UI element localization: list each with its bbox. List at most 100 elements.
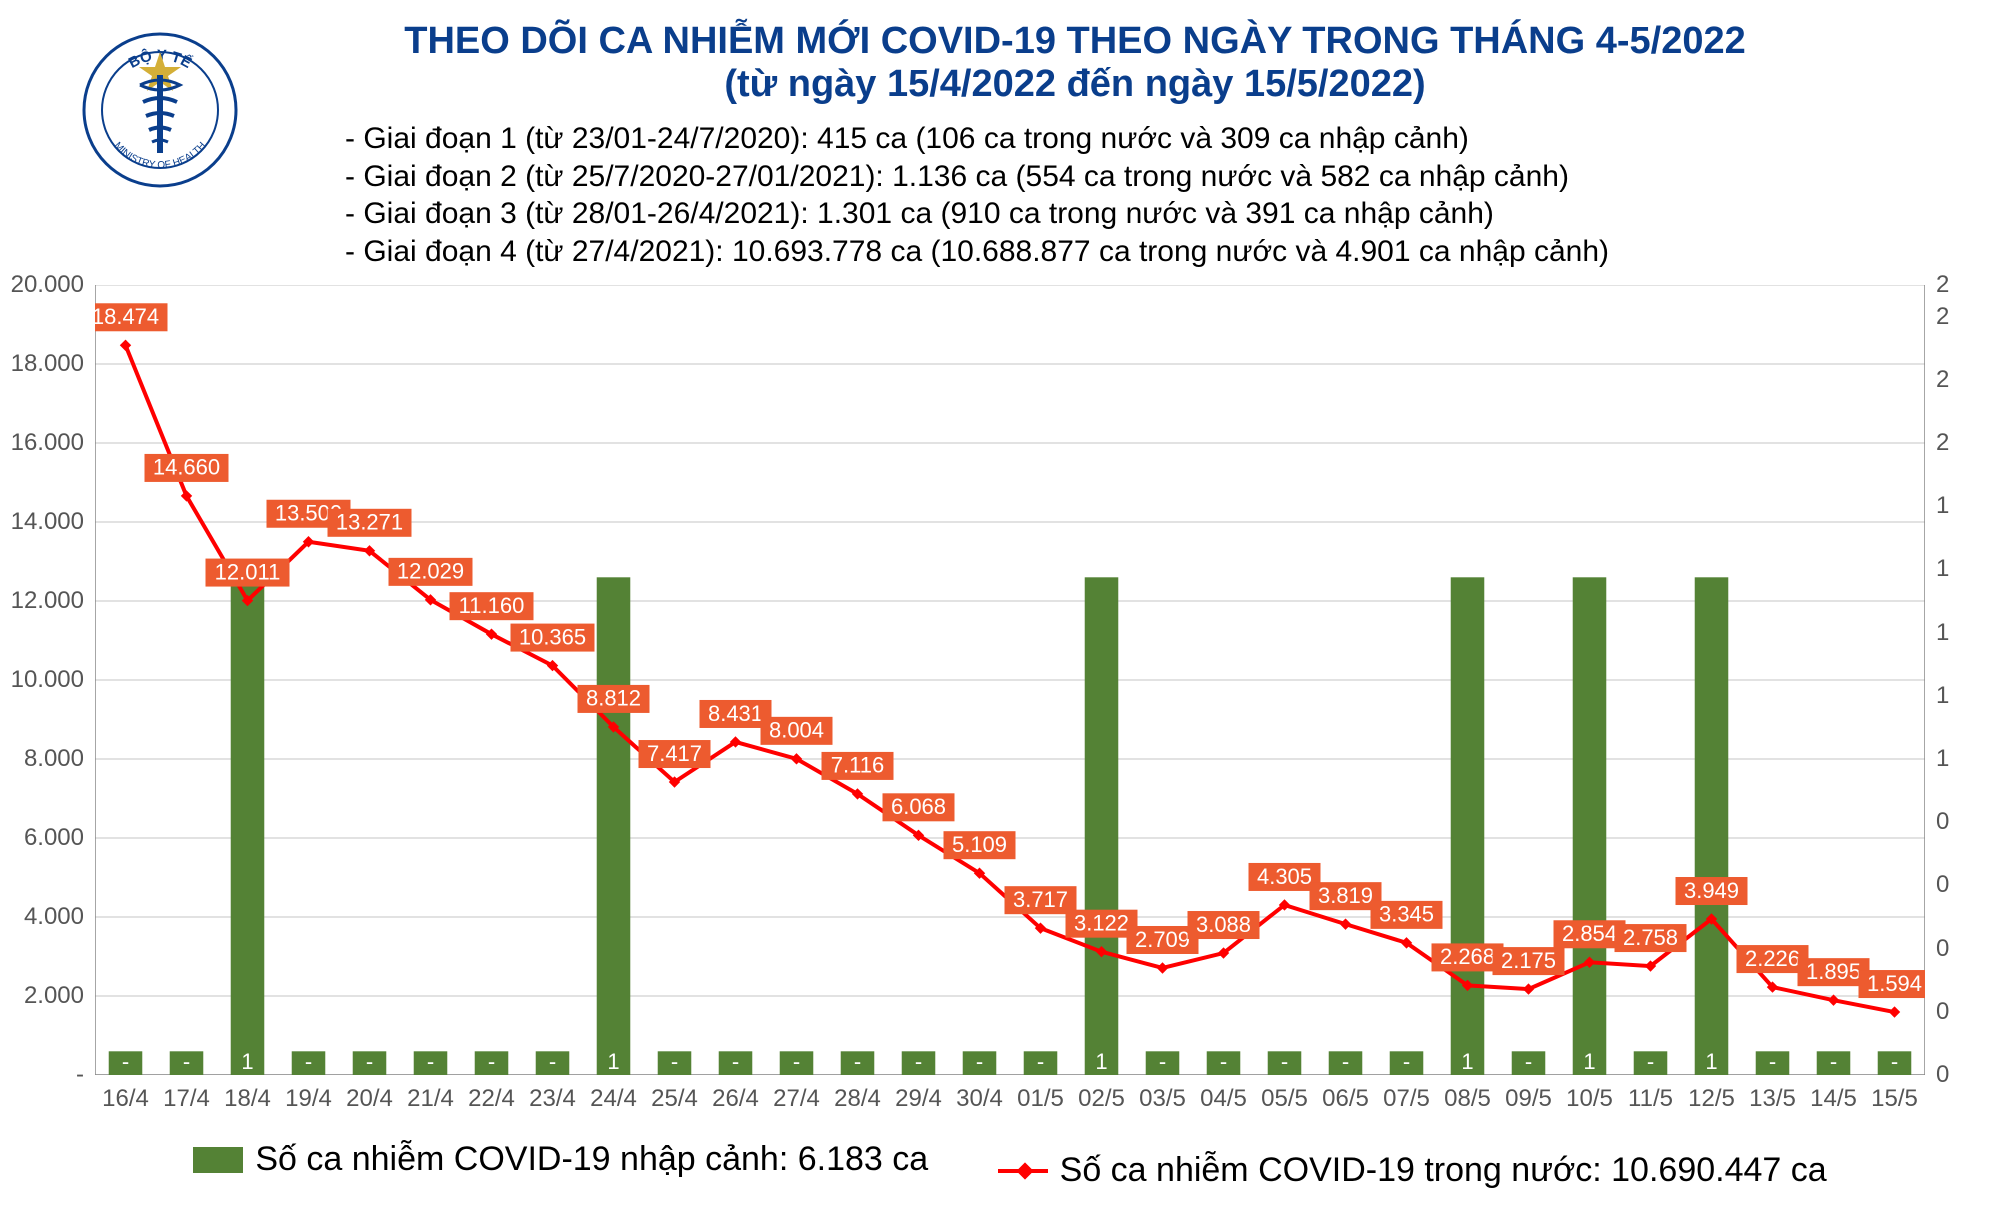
- title-line-1: THEO DÕI CA NHIỄM MỚI COVID-19 THEO NGÀY…: [300, 20, 1850, 63]
- bar-value-label: -: [549, 1049, 556, 1074]
- x-tick: 09/5: [1505, 1085, 1552, 1113]
- line-value-label: 3.819: [1318, 883, 1373, 908]
- x-tick: 01/5: [1017, 1085, 1064, 1113]
- line-value-label: 10.365: [519, 624, 586, 649]
- y-left-tick: 6.000: [0, 824, 84, 852]
- x-tick: 03/5: [1139, 1085, 1186, 1113]
- x-tick: 19/4: [285, 1085, 332, 1113]
- x-tick: 24/4: [590, 1085, 637, 1113]
- line-value-label: 1.594: [1867, 971, 1922, 996]
- x-tick: 10/5: [1566, 1085, 1613, 1113]
- x-tick: 05/5: [1261, 1085, 1308, 1113]
- line-value-label: 5.109: [952, 832, 1007, 857]
- bar-value-label: -: [1220, 1049, 1227, 1074]
- line-value-label: 2.854: [1562, 921, 1617, 946]
- line-value-label: 4.305: [1257, 864, 1312, 889]
- y-left-tick: 16.000: [0, 429, 84, 457]
- line-value-label: 13.271: [336, 510, 403, 535]
- line-value-label: 2.175: [1501, 948, 1556, 973]
- x-tick: 28/4: [834, 1085, 881, 1113]
- bar-value-label: -: [1891, 1049, 1898, 1074]
- legend-line: Số ca nhiễm COVID-19 trong nước: 10.690.…: [998, 1151, 1827, 1190]
- x-tick: 27/4: [773, 1085, 820, 1113]
- line-value-label: 11.160: [459, 593, 525, 618]
- x-tick: 25/4: [651, 1085, 698, 1113]
- x-tick: 26/4: [712, 1085, 759, 1113]
- bar-value-label: -: [1037, 1049, 1044, 1074]
- y-right-tick: 0: [1936, 998, 2000, 1026]
- phase-notes: - Giai đoạn 1 (từ 23/01-24/7/2020): 415 …: [345, 120, 1895, 270]
- bar-value-label: -: [1525, 1049, 1532, 1074]
- y-right-tick: 2: [1936, 366, 2000, 394]
- bar: [1085, 577, 1119, 1075]
- plot-area: --1-----1-------1-----1-1-1---18.47414.6…: [95, 285, 1925, 1075]
- y-right-tick: 2: [1936, 429, 2000, 457]
- bar-value-label: -: [793, 1049, 800, 1074]
- bar-value-label: -: [732, 1049, 739, 1074]
- y-axis-right: 00000111112222: [1930, 285, 2000, 1075]
- line-value-label: 3.088: [1196, 912, 1251, 937]
- x-tick: 16/4: [102, 1085, 149, 1113]
- bar-value-label: 1: [1583, 1049, 1595, 1074]
- x-tick: 18/4: [224, 1085, 271, 1113]
- x-tick: 14/5: [1810, 1085, 1857, 1113]
- bar-value-label: -: [1403, 1049, 1410, 1074]
- line-value-label: 8.812: [586, 686, 641, 711]
- x-tick: 22/4: [468, 1085, 515, 1113]
- bar-value-label: -: [671, 1049, 678, 1074]
- bar-value-label: -: [305, 1049, 312, 1074]
- bar-value-label: -: [1159, 1049, 1166, 1074]
- bar-value-label: 1: [1705, 1049, 1717, 1074]
- bar-value-label: -: [854, 1049, 861, 1074]
- y-left-tick: 4.000: [0, 903, 84, 931]
- line-value-label: 3.345: [1379, 902, 1434, 927]
- line-value-label: 6.068: [891, 794, 946, 819]
- line-value-label: 2.226: [1745, 946, 1800, 971]
- y-right-tick: 1: [1936, 745, 2000, 773]
- y-left-tick: 8.000: [0, 745, 84, 773]
- x-tick: 15/5: [1871, 1085, 1918, 1113]
- legend-bars: Số ca nhiễm COVID-19 nhập cảnh: 6.183 ca: [193, 1140, 928, 1179]
- bar-value-label: 1: [241, 1049, 253, 1074]
- bar: [1573, 577, 1607, 1075]
- y-left-tick: 2.000: [0, 982, 84, 1010]
- x-tick: 02/5: [1078, 1085, 1125, 1113]
- line-marker: [1158, 963, 1168, 973]
- line-marker: [1341, 919, 1351, 929]
- bar-value-label: -: [366, 1049, 373, 1074]
- phase-4: - Giai đoạn 4 (từ 27/4/2021): 10.693.778…: [345, 233, 1895, 271]
- phase-1: - Giai đoạn 1 (từ 23/01-24/7/2020): 415 …: [345, 120, 1895, 158]
- bar: [231, 577, 265, 1075]
- x-tick: 29/4: [895, 1085, 942, 1113]
- phase-2: - Giai đoạn 2 (từ 25/7/2020-27/01/2021):…: [345, 158, 1895, 196]
- y-left-tick: 18.000: [0, 350, 84, 378]
- legend: Số ca nhiễm COVID-19 nhập cảnh: 6.183 ca…: [95, 1140, 1925, 1190]
- y-left-tick: 20.000: [0, 271, 84, 299]
- title-line-2: (từ ngày 15/4/2022 đến ngày 15/5/2022): [300, 63, 1850, 106]
- legend-bar-swatch: [193, 1147, 243, 1173]
- x-tick: 20/4: [346, 1085, 393, 1113]
- bar-value-label: -: [976, 1049, 983, 1074]
- line-value-label: 3.717: [1013, 887, 1068, 912]
- ministry-logo: BỘ Y TẾ MINISTRY OF HEALTH: [80, 30, 240, 190]
- line-value-label: 14.660: [153, 455, 220, 480]
- y-left-tick: 10.000: [0, 666, 84, 694]
- line-value-label: 2.709: [1135, 927, 1190, 952]
- y-right-tick: 1: [1936, 682, 2000, 710]
- x-tick: 30/4: [956, 1085, 1003, 1113]
- x-tick: 23/4: [529, 1085, 576, 1113]
- x-tick: 11/5: [1628, 1085, 1673, 1113]
- line-value-label: 1.895: [1806, 959, 1861, 984]
- y-right-tick: 1: [1936, 555, 2000, 583]
- y-right-tick: 0: [1936, 1061, 2000, 1089]
- x-axis: 16/417/418/419/420/421/422/423/424/425/4…: [95, 1085, 1925, 1125]
- bar-value-label: -: [488, 1049, 495, 1074]
- bar-value-label: -: [183, 1049, 190, 1074]
- bar: [597, 577, 631, 1075]
- line-marker: [1890, 1007, 1900, 1017]
- line-value-label: 7.116: [831, 753, 884, 778]
- phase-3: - Giai đoạn 3 (từ 28/01-26/4/2021): 1.30…: [345, 195, 1895, 233]
- line-value-label: 18.474: [95, 304, 159, 329]
- chart-container: BỘ Y TẾ MINISTRY OF HEALTH THEO DÕI CA N…: [0, 0, 2000, 1208]
- line-value-label: 8.004: [769, 718, 824, 743]
